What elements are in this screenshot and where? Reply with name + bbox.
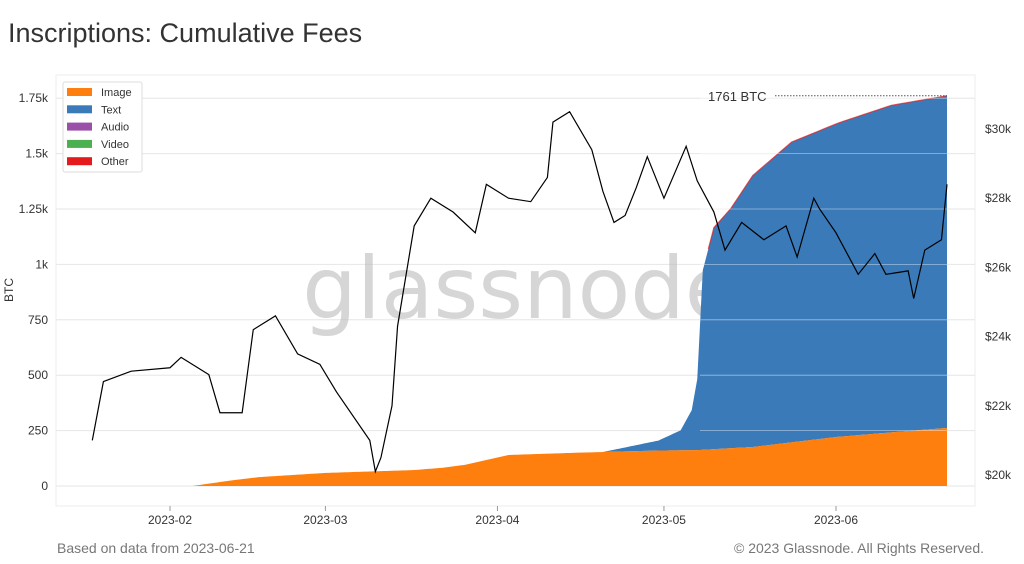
annotation-label: 1761 BTC xyxy=(708,89,767,104)
legend-label-video: Video xyxy=(101,139,129,151)
area-text xyxy=(192,95,947,487)
legend-swatch-image xyxy=(67,88,92,96)
y-tick-label: 750 xyxy=(28,313,48,327)
y2-tick-label: $26k xyxy=(985,260,1012,274)
watermark: glassnode xyxy=(302,239,737,339)
x-tick-label: 2023-06 xyxy=(814,513,858,527)
legend-swatch-audio xyxy=(67,122,92,131)
y2-tick-label: $30k xyxy=(985,122,1012,136)
legend-label-audio: Audio xyxy=(101,122,129,134)
x-tick-label: 2023-03 xyxy=(303,513,347,527)
x-tick-label: 2023-05 xyxy=(642,513,686,527)
y-tick-label: 1k xyxy=(35,257,49,271)
legend: Image Text Audio Video Other xyxy=(62,81,143,173)
y-tick-label: 500 xyxy=(28,368,48,382)
price-line xyxy=(91,110,948,474)
legend-swatch-text xyxy=(67,105,92,114)
y2-tick-label: $20k xyxy=(985,468,1012,482)
x-tick-label: 2023-04 xyxy=(475,513,519,527)
y-tick-label: 1.75k xyxy=(19,91,49,105)
legend-swatch-video xyxy=(67,139,92,148)
legend-box xyxy=(62,81,143,173)
footer-copyright: © 2023 Glassnode. All Rights Reserved. xyxy=(733,540,984,556)
legend-swatch-other xyxy=(67,157,92,166)
area-other xyxy=(707,95,948,250)
legend-label-text: Text xyxy=(101,104,121,116)
y-tick-label: 1.25k xyxy=(19,202,49,216)
y2-tick-label: $24k xyxy=(985,330,1012,344)
y2-tick-label: $22k xyxy=(985,399,1012,413)
area-image xyxy=(192,427,947,486)
y-tick-label: 1.5k xyxy=(25,147,49,161)
x-tick-label: 2023-02 xyxy=(148,513,192,527)
legend-label-other: Other xyxy=(101,156,129,168)
legend-label-image: Image xyxy=(101,87,132,99)
y-tick-label: 0 xyxy=(41,479,48,493)
y-tick-label: 250 xyxy=(28,424,48,438)
y2-tick-label: $28k xyxy=(985,191,1012,205)
y-axis-label: BTC xyxy=(2,278,16,302)
page-title: Inscriptions: Cumulative Fees xyxy=(8,18,363,48)
footer-data-date: Based on data from 2023-06-21 xyxy=(57,540,255,556)
